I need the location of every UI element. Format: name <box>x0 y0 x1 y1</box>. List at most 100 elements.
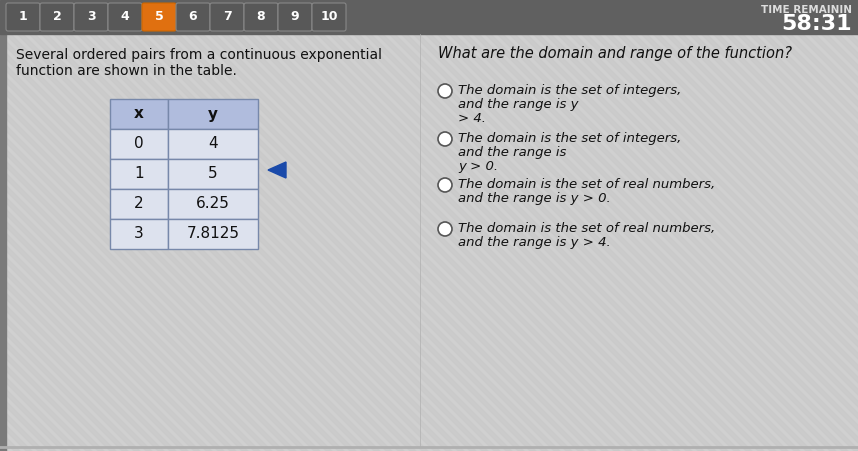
Polygon shape <box>0 34 44 451</box>
Polygon shape <box>521 34 858 451</box>
Polygon shape <box>497 34 858 451</box>
FancyBboxPatch shape <box>74 3 108 31</box>
Polygon shape <box>293 34 716 451</box>
Polygon shape <box>689 34 858 451</box>
Polygon shape <box>77 34 500 451</box>
Polygon shape <box>305 34 728 451</box>
Polygon shape <box>0 34 68 451</box>
Polygon shape <box>485 34 858 451</box>
Text: and the range is y > 4.: and the range is y > 4. <box>458 236 611 249</box>
Bar <box>110 129 168 159</box>
Bar <box>110 189 168 219</box>
Polygon shape <box>365 34 788 451</box>
Text: 6: 6 <box>189 10 197 23</box>
Polygon shape <box>257 34 680 451</box>
Polygon shape <box>581 34 858 451</box>
Polygon shape <box>509 34 858 451</box>
Polygon shape <box>268 162 286 178</box>
Polygon shape <box>17 34 440 451</box>
Polygon shape <box>605 34 858 451</box>
Text: 5: 5 <box>154 10 163 23</box>
Bar <box>168 99 258 129</box>
Text: and the range is y: and the range is y <box>458 98 578 111</box>
Text: 8: 8 <box>257 10 265 23</box>
Polygon shape <box>461 34 858 451</box>
Polygon shape <box>0 34 188 451</box>
Text: The domain is the set of real numbers,: The domain is the set of real numbers, <box>458 178 716 191</box>
Polygon shape <box>797 34 858 451</box>
Text: 3: 3 <box>87 10 95 23</box>
Circle shape <box>438 132 452 146</box>
Text: The domain is the set of integers,: The domain is the set of integers, <box>458 84 681 97</box>
Polygon shape <box>545 34 858 451</box>
Polygon shape <box>617 34 858 451</box>
Polygon shape <box>101 34 524 451</box>
Polygon shape <box>0 34 32 451</box>
Polygon shape <box>233 34 656 451</box>
Polygon shape <box>677 34 858 451</box>
FancyBboxPatch shape <box>6 3 40 31</box>
Polygon shape <box>209 34 632 451</box>
Polygon shape <box>413 34 836 451</box>
Polygon shape <box>749 34 858 451</box>
Polygon shape <box>0 34 272 451</box>
Text: 6.25: 6.25 <box>196 197 230 212</box>
Polygon shape <box>0 34 176 451</box>
Polygon shape <box>725 34 858 451</box>
Polygon shape <box>0 34 164 451</box>
Bar <box>168 129 258 159</box>
Polygon shape <box>0 34 320 451</box>
Polygon shape <box>41 34 464 451</box>
Polygon shape <box>137 34 560 451</box>
Polygon shape <box>0 34 296 451</box>
Polygon shape <box>809 34 858 451</box>
FancyBboxPatch shape <box>312 3 346 31</box>
Polygon shape <box>245 34 668 451</box>
Polygon shape <box>5 34 428 451</box>
Polygon shape <box>569 34 858 451</box>
Text: 1: 1 <box>134 166 144 181</box>
Polygon shape <box>0 34 92 451</box>
Polygon shape <box>0 34 236 451</box>
Polygon shape <box>641 34 858 451</box>
Polygon shape <box>113 34 536 451</box>
Polygon shape <box>377 34 800 451</box>
Bar <box>168 219 258 249</box>
Polygon shape <box>0 34 80 451</box>
Text: 4: 4 <box>208 137 218 152</box>
Polygon shape <box>713 34 858 451</box>
Polygon shape <box>833 34 858 451</box>
Text: 7: 7 <box>222 10 232 23</box>
Polygon shape <box>0 34 248 451</box>
Polygon shape <box>0 34 200 451</box>
Polygon shape <box>449 34 858 451</box>
Polygon shape <box>665 34 858 451</box>
Text: y: y <box>208 106 218 121</box>
Polygon shape <box>0 34 8 451</box>
Text: 2: 2 <box>52 10 62 23</box>
Text: TIME REMAININ: TIME REMAININ <box>761 5 852 15</box>
FancyBboxPatch shape <box>40 3 74 31</box>
Text: The domain is the set of real numbers,: The domain is the set of real numbers, <box>458 222 716 235</box>
Polygon shape <box>437 34 858 451</box>
Polygon shape <box>0 34 380 451</box>
FancyBboxPatch shape <box>142 3 176 31</box>
Circle shape <box>438 222 452 236</box>
Polygon shape <box>773 34 858 451</box>
Polygon shape <box>0 34 356 451</box>
Polygon shape <box>473 34 858 451</box>
Text: 9: 9 <box>291 10 299 23</box>
Polygon shape <box>197 34 620 451</box>
FancyBboxPatch shape <box>210 3 244 31</box>
Circle shape <box>438 84 452 98</box>
Polygon shape <box>0 34 56 451</box>
Polygon shape <box>0 34 416 451</box>
Text: 4: 4 <box>121 10 130 23</box>
Polygon shape <box>0 34 152 451</box>
Text: 7.8125: 7.8125 <box>186 226 239 241</box>
Polygon shape <box>401 34 824 451</box>
Text: Several ordered pairs from a continuous exponential: Several ordered pairs from a continuous … <box>16 48 382 62</box>
Polygon shape <box>89 34 512 451</box>
Text: 0: 0 <box>134 137 144 152</box>
Bar <box>110 219 168 249</box>
